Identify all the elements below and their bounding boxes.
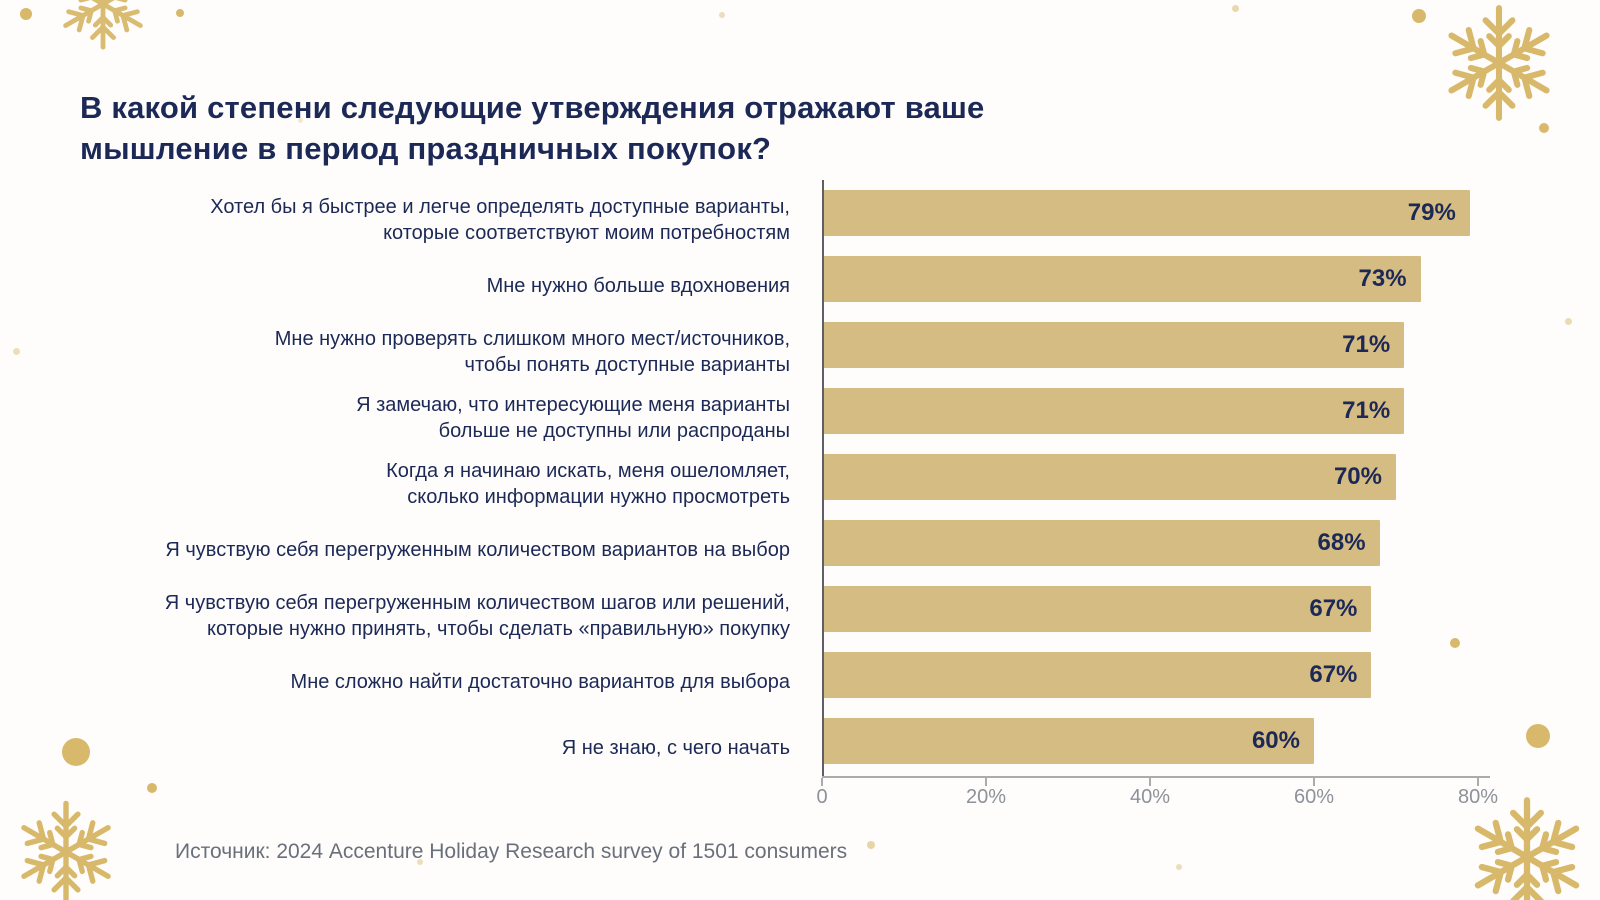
bar: 70% (822, 454, 1396, 500)
y-axis-line (822, 180, 824, 777)
gold-dot-icon (1412, 9, 1426, 23)
gold-dot-icon (1565, 318, 1572, 325)
gold-dot-icon (1526, 724, 1550, 748)
x-tick-label: 0 (816, 786, 828, 808)
x-tick-mark (1477, 778, 1479, 786)
gold-dot-icon (62, 738, 90, 766)
bar-track: 60% (822, 718, 1478, 764)
bar: 79% (822, 190, 1470, 236)
chart-row: Мне нужно больше вдохновения 73% (80, 246, 1500, 312)
bar: 67% (822, 586, 1372, 632)
snowflake-icon (12, 798, 120, 900)
bar-value-label: 60% (1251, 727, 1300, 754)
x-tick-mark (1149, 778, 1151, 786)
chart-row: Я чувствую себя перегруженным количество… (80, 510, 1500, 576)
chart-row: Я замечаю, что интересующие меня вариант… (80, 378, 1500, 444)
x-tick-label: 20% (965, 786, 1007, 808)
bar-value-label: 79% (1407, 199, 1456, 226)
bar: 60% (822, 718, 1314, 764)
chart-rows: Хотел бы я быстрее и легче определять до… (80, 180, 1500, 774)
x-tick-mark (821, 778, 823, 786)
bar-category-label: Я не знаю, с чего начать (561, 736, 790, 759)
x-tick-label: 40% (1129, 786, 1171, 808)
gold-dot-icon (176, 9, 184, 17)
bar: 73% (822, 256, 1421, 302)
gold-dot-icon (147, 783, 157, 793)
bar-track: 73% (822, 256, 1478, 302)
x-axis-line (821, 776, 1490, 786)
bar-track: 67% (822, 652, 1478, 698)
chart-row: Я чувствую себя перегруженным количество… (80, 576, 1500, 642)
bar-value-label: 67% (1309, 661, 1358, 688)
bar-category-label: Мне нужно больше вдохновения (486, 274, 790, 297)
source-note: Источник: 2024 Accenture Holiday Researc… (175, 840, 848, 863)
bar-track: 71% (822, 322, 1478, 368)
chart-row: Я не знаю, с чего начать 60% (80, 708, 1500, 774)
bar-value-label: 68% (1317, 529, 1366, 556)
chart-row: Хотел бы я быстрее и легче определять до… (80, 180, 1500, 246)
bar: 71% (822, 388, 1405, 434)
bar-category-label: Когда я начинаю искать, меня ошеломляет,… (386, 459, 790, 508)
bar-category-label: Мне нужно проверять слишком много мест/и… (274, 327, 790, 376)
page-title: В какой степени следующие утверждения от… (80, 89, 985, 166)
snowflake-icon (1464, 794, 1590, 900)
bar-track: 67% (822, 586, 1478, 632)
gold-dot-icon (417, 859, 423, 865)
gold-dot-icon (298, 118, 303, 123)
bar-value-label: 67% (1309, 595, 1358, 622)
chart-row: Когда я начинаю искать, меня ошеломляет,… (80, 444, 1500, 510)
snowflake-icon (1438, 2, 1560, 124)
x-tick-label: 60% (1293, 786, 1335, 808)
chart-row: Мне сложно найти достаточно вариантов дл… (80, 642, 1500, 708)
x-tick-label: 80% (1457, 786, 1499, 808)
gold-dot-icon (1232, 5, 1239, 12)
gold-dot-icon (1539, 123, 1549, 133)
bar-category-label: Я замечаю, что интересующие меня вариант… (356, 393, 790, 442)
bar-track: 79% (822, 190, 1478, 236)
bar-category-label: Хотел бы я быстрее и легче определять до… (210, 195, 790, 244)
bar-track: 68% (822, 520, 1478, 566)
gold-dot-icon (867, 841, 875, 849)
gold-dot-icon (20, 8, 32, 20)
x-tick-mark (985, 778, 987, 786)
chart-row: Мне нужно проверять слишком много мест/и… (80, 312, 1500, 378)
bar: 67% (822, 652, 1372, 698)
bar-value-label: 71% (1342, 331, 1391, 358)
gold-dot-icon (719, 12, 725, 18)
bar-category-label: Я чувствую себя перегруженным количество… (165, 538, 790, 561)
x-tick-mark (1313, 778, 1315, 786)
bar-category-label: Мне сложно найти достаточно вариантов дл… (290, 670, 790, 693)
bar-category-label: Я чувствую себя перегруженным количество… (164, 591, 790, 640)
bar-track: 71% (822, 388, 1478, 434)
snowflake-icon (55, 0, 151, 52)
bar: 68% (822, 520, 1380, 566)
bar-value-label: 73% (1358, 265, 1407, 292)
bar-chart: Хотел бы я быстрее и легче определять до… (80, 180, 1500, 808)
gold-dot-icon (13, 348, 20, 355)
bar-value-label: 70% (1333, 463, 1382, 490)
x-axis-ticks: 0 20% 40% 60% 80% (816, 786, 1498, 812)
bar-track: 70% (822, 454, 1478, 500)
gold-dot-icon (1176, 864, 1182, 870)
gold-dot-icon (1450, 638, 1460, 648)
bar-value-label: 71% (1342, 397, 1391, 424)
bar: 71% (822, 322, 1405, 368)
